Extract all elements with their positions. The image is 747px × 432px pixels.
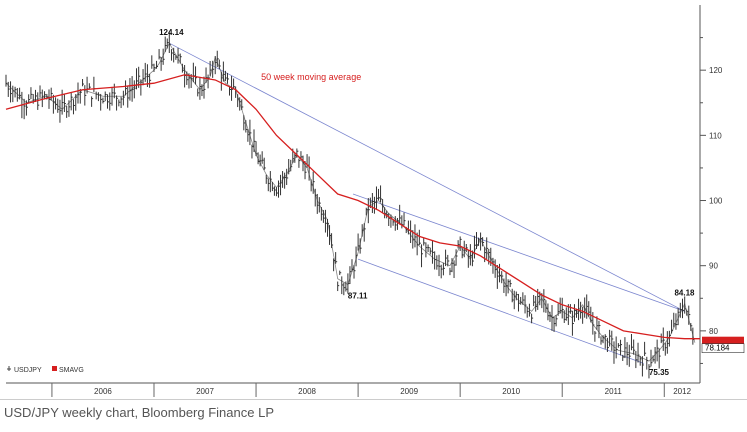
chart-caption: USD/JPY weekly chart, Bloomberg Finance …	[4, 405, 274, 420]
x-tick-label: 2012	[673, 387, 691, 396]
price-annotation-5: 84.18	[674, 289, 695, 298]
trend-line-1	[169, 42, 685, 312]
x-tick-label: 2011	[605, 387, 623, 396]
x-tick-label: 2006	[94, 387, 112, 396]
price-bars	[5, 31, 695, 379]
ma-annotation: 50 week moving average	[261, 72, 361, 82]
price-line	[5, 42, 696, 362]
legend-smavg-label: SMAVG	[59, 367, 84, 374]
x-tick-label: 2009	[400, 387, 418, 396]
x-tick-label: 2010	[502, 387, 520, 396]
y-tick-label: 110	[709, 131, 722, 140]
last-price-box	[701, 343, 745, 353]
trend-line-2	[352, 193, 685, 312]
last-price-label: 78.184	[705, 344, 730, 353]
y-tick-label: 90	[709, 262, 718, 271]
price-annotation-3: 87.11	[348, 292, 368, 301]
chart-svg: 80 90 100 110 120 2006 2007 2008 2009 2010 2011 201…	[0, 5, 747, 400]
trend-line-3	[357, 258, 645, 364]
legend-usdjpy-icon	[7, 366, 11, 371]
legend-usdjpy-label: USDJPY	[14, 367, 42, 374]
usdjpy-chart: 80 90 100 110 120 2006 2007 2008 2009 2010 2011 201…	[0, 5, 747, 400]
price-annotation-4: 75.35	[649, 368, 670, 377]
sma-last-box	[702, 336, 744, 344]
y-tick-label: 100	[709, 197, 723, 206]
x-tick-label: 2007	[196, 387, 214, 396]
y-tick-label: 80	[709, 327, 718, 336]
x-tick-label: 2008	[298, 387, 316, 396]
legend-smavg-icon	[52, 366, 57, 371]
y-tick-label: 120	[709, 66, 723, 75]
price-annotation-1: 124.14	[159, 28, 184, 37]
sma-line	[5, 74, 700, 340]
